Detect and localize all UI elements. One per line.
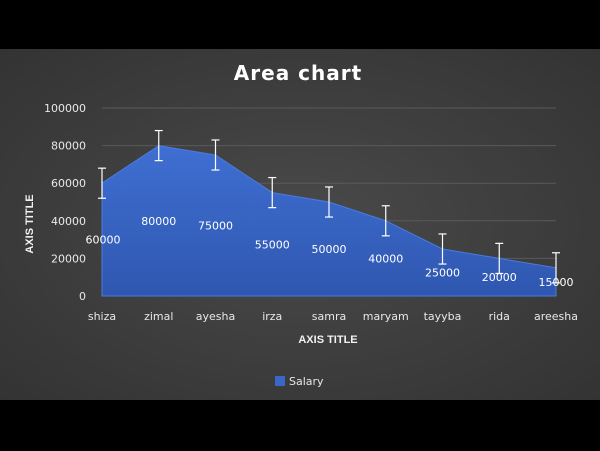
data-label: 80000 — [141, 215, 176, 228]
data-label: 40000 — [368, 252, 403, 265]
y-tick-label: 0 — [79, 290, 86, 303]
legend: Salary — [275, 375, 324, 388]
y-axis-title: AXIS TITLE — [24, 194, 36, 253]
data-label: 25000 — [425, 267, 460, 280]
chart-frame: Area chart 60000 80000 75000 55000 50000 4000… — [0, 49, 600, 400]
error-bar — [268, 176, 277, 209]
error-bar — [154, 129, 163, 162]
x-tick-label: ayesha — [196, 310, 235, 323]
y-tick-label: 100000 — [44, 102, 86, 115]
data-label: 15000 — [539, 276, 574, 289]
error-bar — [325, 186, 333, 218]
error-bar — [381, 205, 390, 237]
x-tick-label: irza — [262, 310, 282, 323]
x-tick-label: samra — [312, 310, 346, 323]
legend-label-salary: Salary — [289, 375, 324, 388]
data-label: 75000 — [198, 220, 233, 233]
y-tick-label: 80000 — [51, 140, 86, 153]
data-label: 60000 — [86, 234, 121, 247]
error-bar — [211, 139, 220, 171]
error-bar — [98, 167, 106, 199]
y-tick-label: 60000 — [51, 177, 86, 190]
error-bar — [438, 233, 447, 265]
error-bar — [495, 242, 504, 275]
x-tick-label: shiza — [88, 310, 116, 323]
legend-swatch-salary — [275, 376, 285, 386]
x-tick-label: zimal — [144, 310, 173, 323]
data-labels: 60000 80000 75000 55000 50000 40000 25000 20000… — [86, 215, 574, 289]
data-label: 55000 — [255, 238, 290, 251]
x-axis-title: AXIS TITLE — [298, 334, 357, 346]
x-tick-label: areesha — [534, 310, 578, 323]
y-tick-label: 40000 — [51, 215, 86, 228]
error-bar — [552, 252, 560, 284]
chart-title: Area chart — [234, 61, 362, 85]
x-tick-labels: shiza zimal ayesha irza samra maryam tayyba rid… — [88, 310, 578, 323]
data-label: 20000 — [482, 271, 517, 284]
y-tick-label: 20000 — [51, 252, 86, 265]
y-tick-labels: 0 20000 40000 60000 80000 100000 — [44, 102, 86, 303]
x-tick-label: rida — [489, 310, 510, 323]
area-chart: Area chart 60000 80000 75000 55000 50000 4000… — [24, 61, 578, 388]
error-bars — [98, 129, 560, 284]
x-tick-label: tayyba — [424, 310, 462, 323]
data-label: 50000 — [312, 243, 347, 256]
x-tick-label: maryam — [363, 310, 409, 323]
